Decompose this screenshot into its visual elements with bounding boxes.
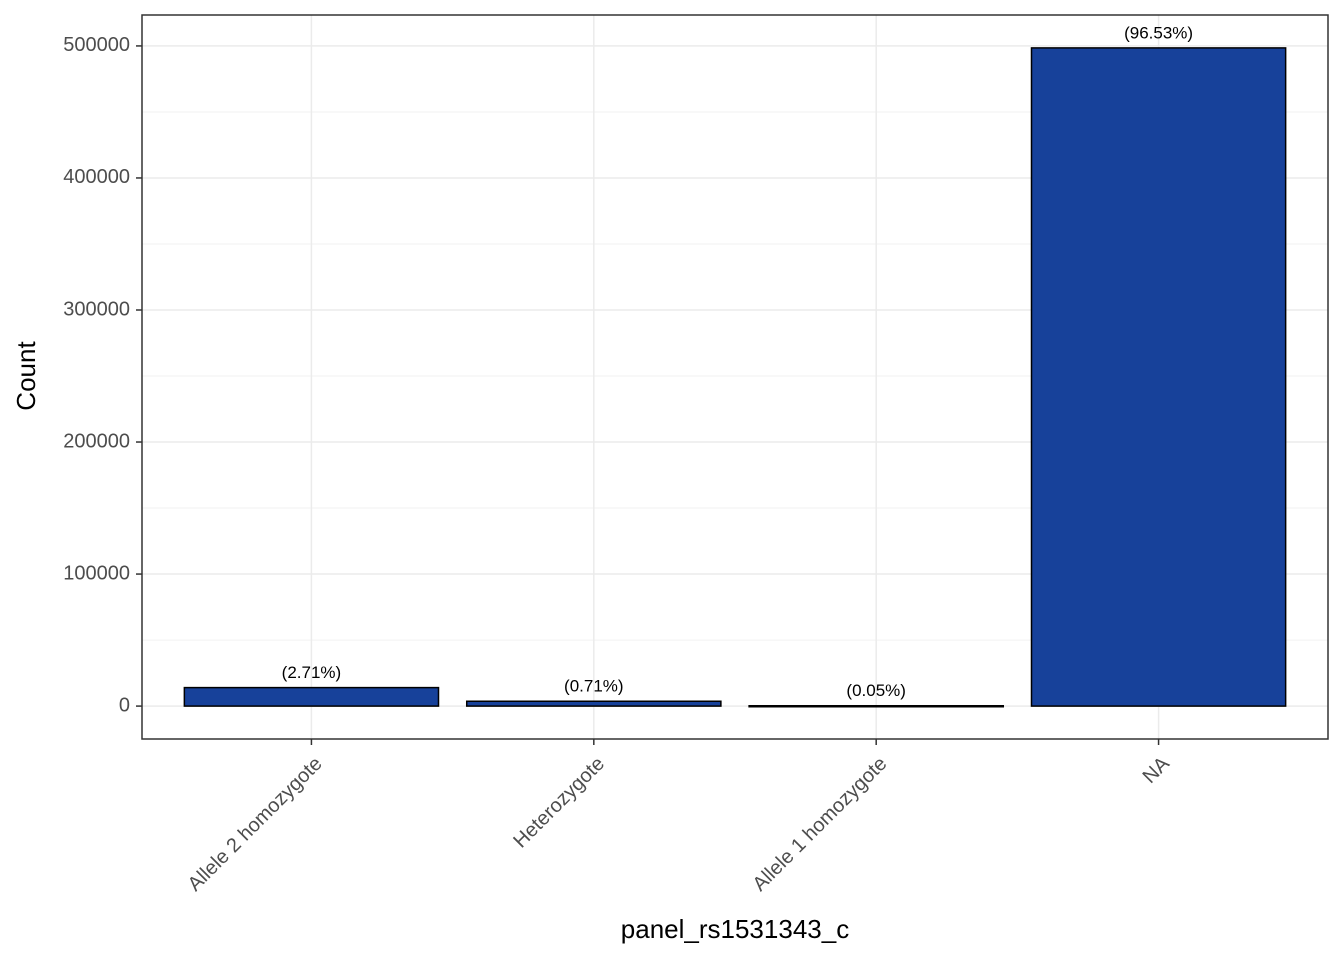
bar [465, 700, 722, 707]
bar-label: (96.53%) [1124, 23, 1193, 42]
x-axis-title: panel_rs1531343_c [621, 914, 849, 944]
bar [748, 704, 1005, 708]
bar-label: (2.71%) [282, 663, 342, 682]
y-tick-label: 300000 [63, 298, 130, 320]
y-tick-label: 0 [119, 694, 130, 716]
x-tick-label: Heterozygote [509, 753, 609, 853]
bar-label: (0.05%) [846, 681, 906, 700]
y-tick-label: 400000 [63, 166, 130, 188]
bar-label: (0.71%) [564, 677, 624, 696]
x-tick-label: NA [1139, 752, 1175, 788]
y-axis-title: Count [11, 341, 41, 411]
x-tick-label: Allele 2 homozygote [184, 753, 327, 896]
y-tick-label: 500000 [63, 34, 130, 56]
bar [1030, 47, 1287, 707]
y-tick-label: 100000 [63, 562, 130, 584]
panel-border [141, 14, 1329, 740]
bar [183, 686, 440, 707]
y-tick-label: 200000 [63, 430, 130, 452]
x-tick-label: Allele 1 homozygote [749, 753, 892, 896]
